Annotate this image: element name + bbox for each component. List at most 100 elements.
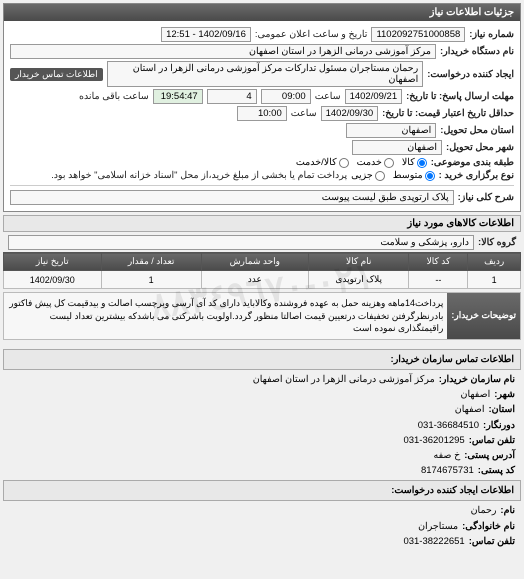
buyer-contact-button[interactable]: اطلاعات تماس خریدار [10,68,103,81]
radio-goods[interactable] [417,158,427,168]
creator-value: رحمان مستاجران مسئول تدارکات مرکز آموزشی… [107,61,424,87]
response-deadline-time: 09:00 [261,89,311,104]
kv-fax: دورنگار: 031-36684510 [9,418,515,433]
purchase-type-label: نوع برگزاری خرید : [439,170,514,181]
td-row: 1 [468,271,521,289]
buyer-desc-text: پرداخت14ماهه وهزینه حمل به عهده فروشنده … [4,293,447,339]
row-goods-group: گروه کالا: دارو، پزشکی و سلامت [8,235,516,250]
goods-section-title: اطلاعات کالاهای مورد نیاز [3,215,521,232]
phone-label: تلفن تماس: [469,433,515,448]
delivery-province-value: اصفهان [346,123,436,138]
datetime-label: تاریخ و ساعت اعلان عمومی: [255,29,368,40]
radio-goods-label: کالا [402,157,415,168]
row-need-summary: شرح کلی نیاز: پلاک ارتوپدی طبق لیست پیوس… [10,190,514,205]
delivery-province-label: استان محل تحویل: [440,125,514,136]
response-deadline-label: مهلت ارسال پاسخ: تا تاریخ: [406,91,514,102]
buyer-org-value: مرکز آموزشی درمانی الزهرا در استان اصفها… [10,44,436,59]
row-delivery-province: استان محل تحویل: اصفهان [10,123,514,138]
th-unit: واحد شمارش [201,253,308,271]
kv-phone2: تلفن تماس:031-38222651 [9,534,515,549]
th-name: نام کالا [308,253,409,271]
validity-date: 1402/09/30 [321,106,379,121]
remaining-time: 19:54:47 [153,89,203,104]
kv-last-name: نام خانوادگی: مستاجران [9,519,515,534]
th-date: تاریخ نیاز [4,253,102,271]
radio-minor-label: جزیی [351,170,373,181]
category-radio-group: کالا خدمت کالا/خدمت [296,157,427,168]
payment-note: پرداخت تمام یا بخشی از مبلغ خرید،از محل … [51,170,347,181]
creator-label: ایجاد کننده درخواست: [427,69,514,80]
divider [10,185,514,186]
row-purchase-type: نوع برگزاری خرید : متوسط جزیی پرداخت تما… [10,170,514,181]
row-category: طبقه بندی موضوعی: کالا خدمت کالا/خدمت [10,157,514,168]
td-code: -- [409,271,468,289]
first-name-label: نام: [500,503,515,518]
kv-org-name: نام سازمان خریدار: مرکز آموزشی درمانی الز… [9,372,515,387]
contact-section1-title: اطلاعات تماس سازمان خریدار: [3,349,521,370]
kv-province: استان:اصفهان [9,402,515,417]
validity-label: حداقل تاریخ اعتبار قیمت: تا تاریخ: [382,108,514,119]
fax-value: 031-36684510 [418,418,479,433]
datetime-value: 1402/09/16 - 12:51 [161,27,251,42]
goods-group-value: دارو، پزشکی و سلامت [8,235,474,250]
need-summary-value: پلاک ارتوپدی طبق لیست پیوست [10,190,454,205]
category-option-service[interactable]: خدمت [357,157,394,168]
th-code: کد کالا [409,253,468,271]
goods-group-label: گروه کالا: [478,237,516,248]
radio-medium[interactable] [425,171,435,181]
org-name-value: مرکز آموزشی درمانی الزهرا در استان اصفها… [253,372,435,387]
delivery-city-value: اصفهان [352,140,442,155]
category-option-goods[interactable]: کالا [402,157,427,168]
kv-address: آدرس پستی: خ صفه [9,448,515,463]
address-value: خ صفه [433,448,460,463]
response-deadline-date: 1402/09/21 [345,89,403,104]
last-name-value: مستاجران [418,519,458,534]
radio-both[interactable] [339,158,349,168]
radio-both-label: کالا/خدمت [296,157,337,168]
details-panel: جزئیات اطلاعات نیاز شماره نیاز: 11020927… [3,3,521,212]
panel-body: شماره نیاز: 1102092751000858 تاریخ و ساع… [4,21,520,211]
postal-value: 8174675731 [421,463,474,478]
row-request-number: شماره نیاز: 1102092751000858 تاریخ و ساع… [10,27,514,42]
goods-table: ردیف کد کالا نام کالا واحد شمارش تعداد /… [3,252,521,289]
category-label: طبقه بندی موضوعی: [431,157,514,168]
remaining-days: 4 [207,89,257,104]
number-value: 1102092751000858 [371,27,465,42]
last-name-label: نام خانوادگی: [462,519,515,534]
contact-block: اطلاعات تماس سازمان خریدار: نام سازمان خ… [3,343,521,553]
row-delivery-city: شهر محل تحویل: اصفهان [10,140,514,155]
table-row: 1 -- پلاک ارتوپدی عدد 1 1402/09/30 [4,271,521,289]
th-qty: تعداد / مقدار [101,253,201,271]
phone-value: 031-36201295 [403,433,464,448]
row-creator: ایجاد کننده درخواست: رحمان مستاجران مسئو… [10,61,514,87]
city-label: شهر: [494,387,515,402]
table-header-row: ردیف کد کالا نام کالا واحد شمارش تعداد /… [4,253,521,271]
purchase-option-medium[interactable]: متوسط [393,170,435,181]
postal-label: کد پستی: [478,463,515,478]
kv-first-name: نام:رحمان [9,503,515,518]
buyer-description-row: توضیحات خریدار: پرداخت14ماهه وهزینه حمل … [3,292,521,340]
buyer-org-label: نام دستگاه خریدار: [440,46,514,57]
city-value: اصفهان [460,387,490,402]
phone2-label: تلفن تماس: [469,534,515,549]
buyer-desc-label: توضیحات خریدار: [447,293,520,339]
first-name-value: رحمان [471,503,497,518]
radio-service[interactable] [384,158,394,168]
td-unit: عدد [201,271,308,289]
purchase-option-minor[interactable]: جزیی [351,170,385,181]
radio-service-label: خدمت [357,157,382,168]
radio-medium-label: متوسط [393,170,423,181]
row-buyer-org: نام دستگاه خریدار: مرکز آموزشی درمانی ال… [10,44,514,59]
fax-label: دورنگار: [483,418,515,433]
validity-time: 10:00 [237,106,287,121]
kv-postal: کد پستی: 8174675731 [9,463,515,478]
td-qty: 1 [101,271,201,289]
address-label: آدرس پستی: [464,448,515,463]
category-option-both[interactable]: کالا/خدمت [296,157,349,168]
row-response-deadline: مهلت ارسال پاسخ: تا تاریخ: 1402/09/21 سا… [10,89,514,104]
radio-minor[interactable] [375,171,385,181]
kv-phone: تلفن تماس: 031-36201295 [9,433,515,448]
panel-title: جزئیات اطلاعات نیاز [4,4,520,21]
response-time-label: ساعت [315,91,341,102]
org-name-label: نام سازمان خریدار: [439,372,515,387]
